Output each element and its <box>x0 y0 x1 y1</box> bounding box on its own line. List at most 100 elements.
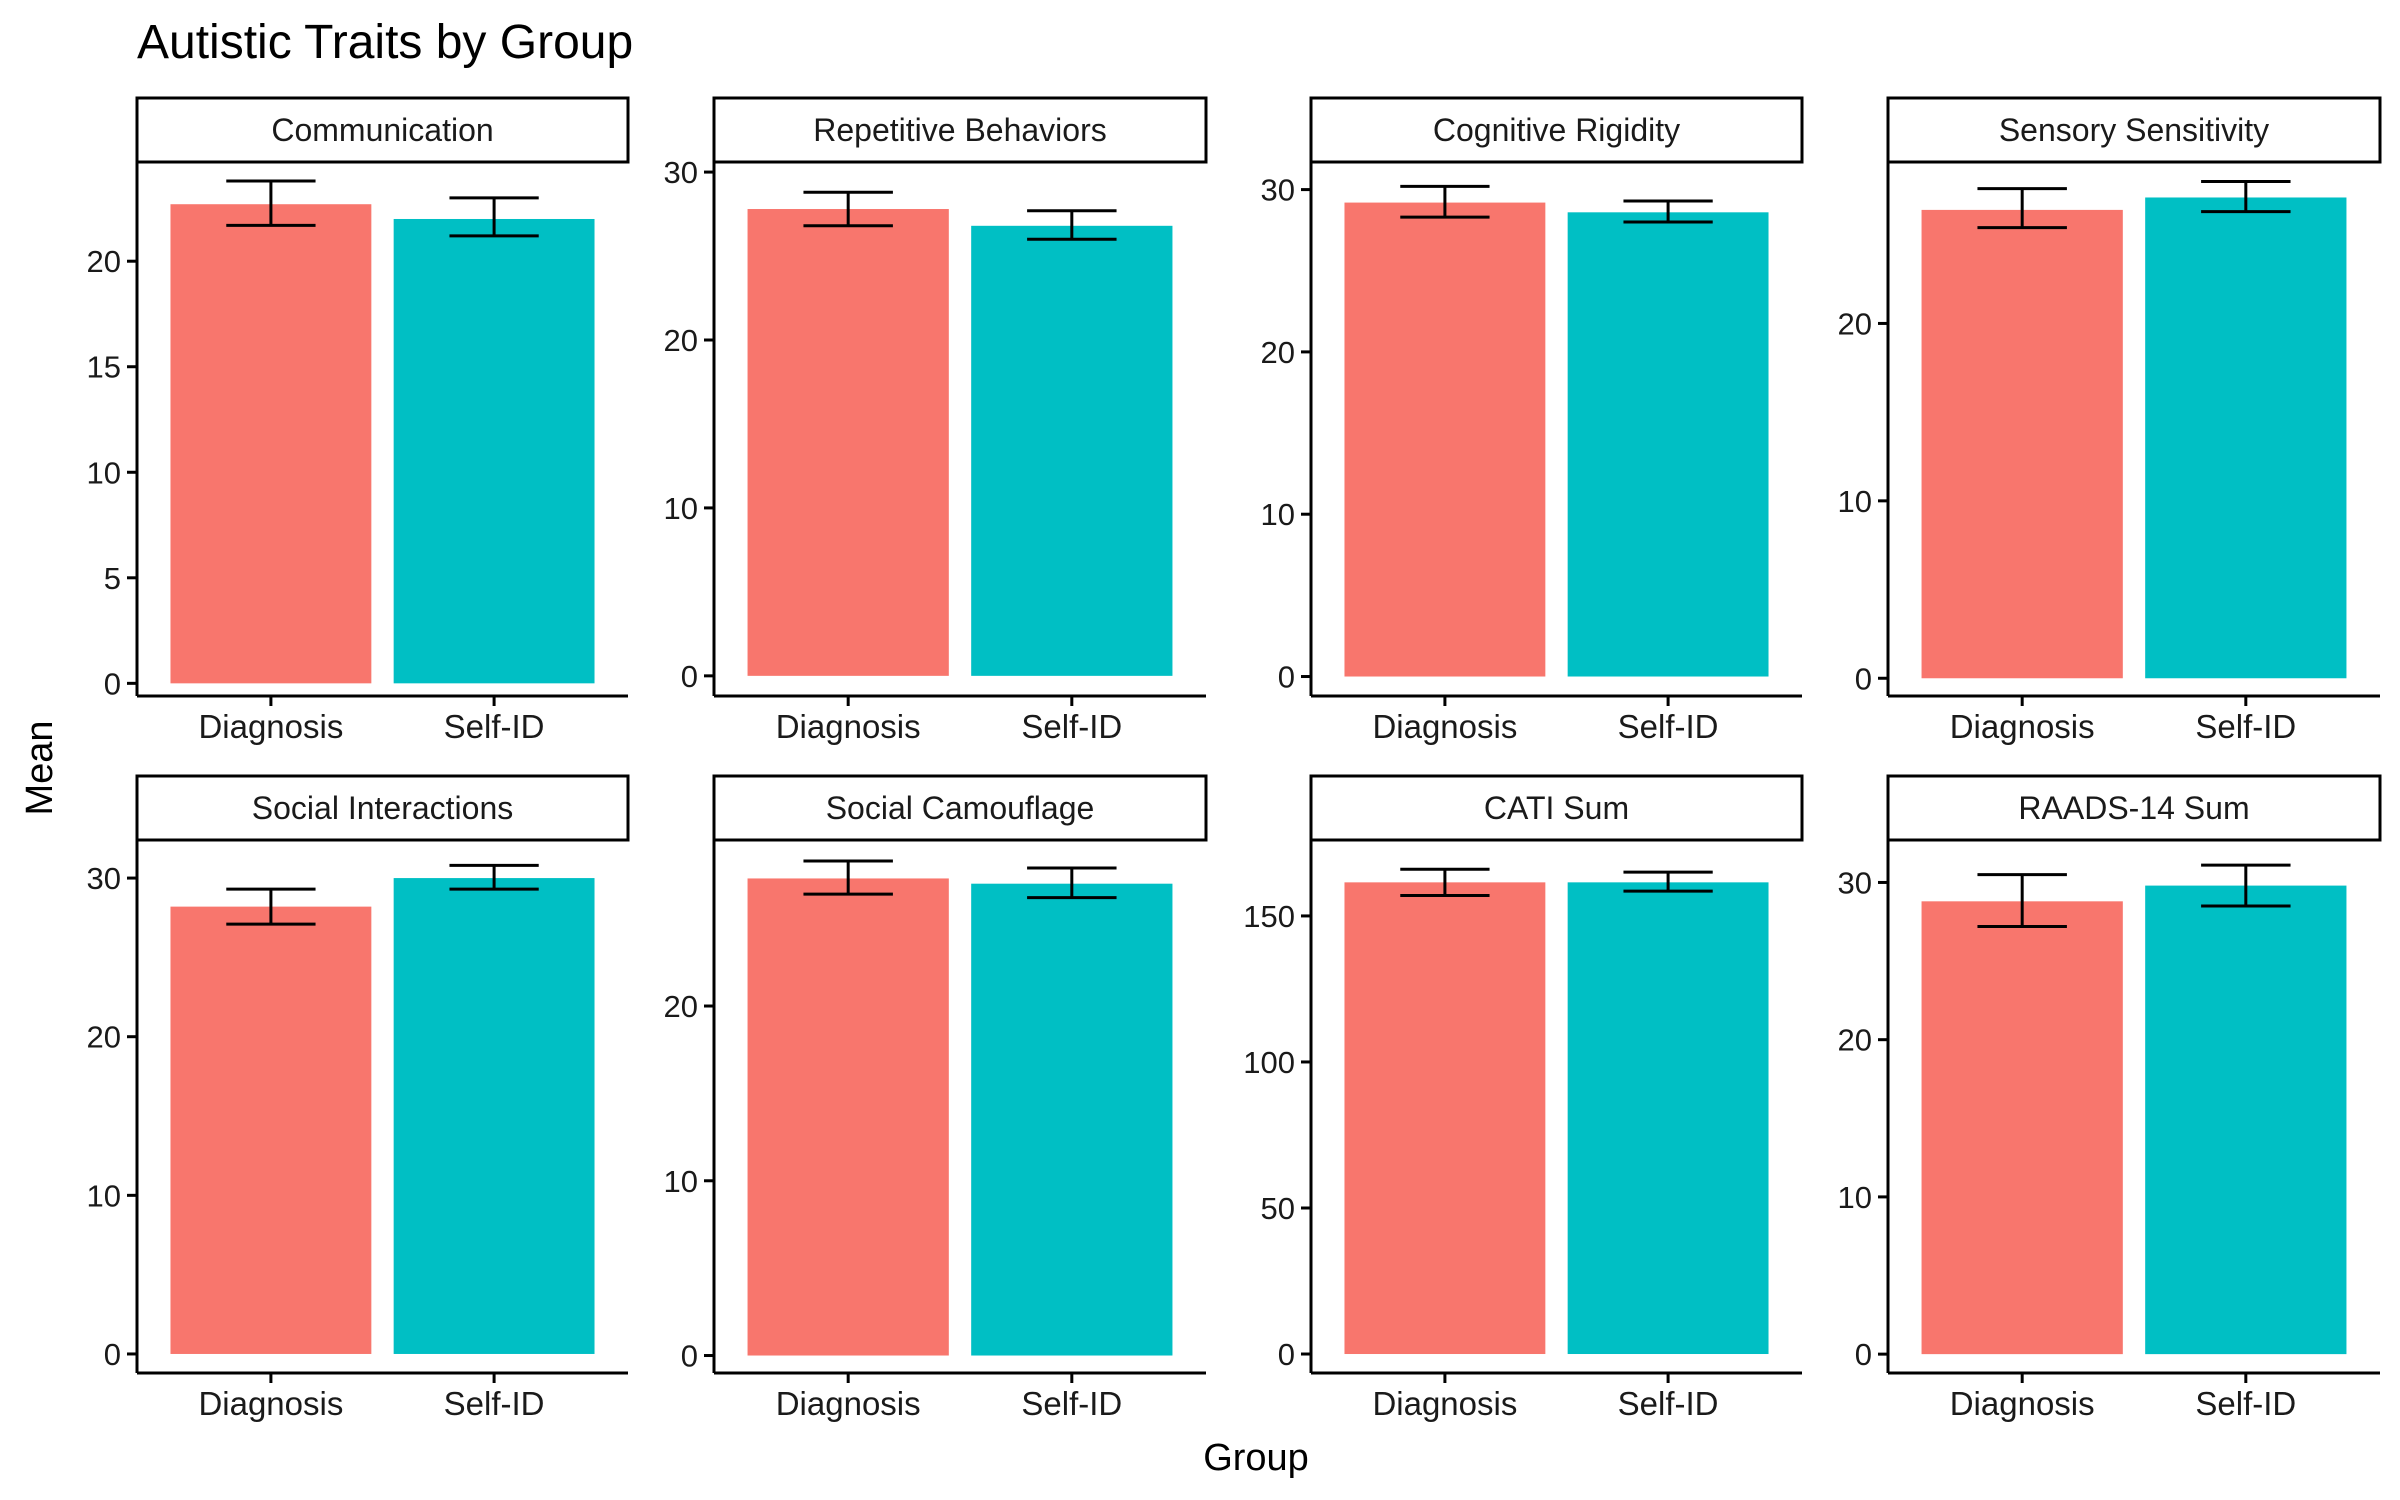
y-tick-label: 20 <box>664 323 698 358</box>
y-tick-label: 10 <box>87 455 121 490</box>
error-bar <box>803 859 893 896</box>
y-tick-label: 0 <box>104 1337 121 1372</box>
x-tick-label: Diagnosis <box>1950 708 2095 745</box>
facet-panel: RAADS-14 Sum 0 10 20 30 Diagnosis Self-ID <box>1838 774 2382 1422</box>
facet-panel: CATI Sum 0 50 100 150 Diagnosis Self-ID <box>1243 774 1804 1422</box>
facet-strip <box>712 774 1208 842</box>
y-tick-label: 10 <box>664 491 698 526</box>
y-tick-label: 10 <box>664 1164 698 1199</box>
facet-strip <box>1886 774 2382 842</box>
facet-title: Cognitive Rigidity <box>1433 112 1680 148</box>
facet-strip <box>135 96 630 164</box>
y-tick-label: 20 <box>87 244 121 279</box>
y-tick-label: 20 <box>1838 1023 1872 1058</box>
y-tick-label: 0 <box>1855 1337 1872 1372</box>
y-tick-label: 30 <box>1261 173 1295 208</box>
facet-panel: Social Interactions 0 10 20 30 Diagnosis Self-… <box>87 774 630 1422</box>
bar-self-id <box>393 878 595 1354</box>
x-tick-label: Diagnosis <box>776 1385 921 1422</box>
y-tick-label: 20 <box>1261 335 1295 370</box>
y-tick-label: 100 <box>1243 1045 1295 1080</box>
x-tick-label: Self-ID <box>444 708 545 745</box>
error-bar <box>1400 867 1490 897</box>
y-tick-label: 0 <box>1278 660 1295 695</box>
y-tick-label: 50 <box>1261 1191 1295 1226</box>
error-bar <box>226 887 316 926</box>
error-bar <box>2201 863 2291 908</box>
y-tick-label: 30 <box>1838 865 1872 900</box>
y-tick-label: 0 <box>1278 1337 1295 1372</box>
x-tick-label: Self-ID <box>1618 1385 1719 1422</box>
facet-strip <box>1886 96 2382 164</box>
facet-title: Sensory Sensitivity <box>1999 112 2269 148</box>
facet-title: Repetitive Behaviors <box>813 112 1106 148</box>
bar-self-id <box>1567 882 1769 1355</box>
y-axis-label: Mean <box>19 720 61 815</box>
error-bar <box>1623 870 1713 893</box>
facet-panel: Sensory Sensitivity 0 10 20 Diagnosis Self-ID <box>1838 96 2382 745</box>
y-tick-label: 30 <box>664 155 698 190</box>
y-tick-label: 0 <box>681 1339 698 1374</box>
x-axis-label: Group <box>1203 1437 1309 1479</box>
bar-diagnosis <box>170 204 372 684</box>
error-bar <box>449 863 539 891</box>
chart-title: Autistic Traits by Group <box>137 16 633 69</box>
bar-diagnosis <box>747 209 949 676</box>
facet-title: Social Interactions <box>252 790 513 826</box>
x-tick-label: Self-ID <box>444 1385 545 1422</box>
x-tick-label: Self-ID <box>2195 708 2296 745</box>
error-bar <box>1027 209 1117 241</box>
error-bar <box>226 179 316 227</box>
bar-self-id <box>2145 885 2347 1355</box>
facet-title: Social Camouflage <box>826 790 1095 826</box>
error-bar <box>1400 184 1490 219</box>
bar-diagnosis <box>1344 202 1546 677</box>
facet-strip <box>712 96 1208 164</box>
bar-diagnosis <box>170 906 372 1354</box>
y-tick-label: 10 <box>87 1178 121 1213</box>
x-tick-label: Self-ID <box>2195 1385 2296 1422</box>
error-bar <box>803 190 893 228</box>
y-tick-label: 0 <box>104 666 121 701</box>
y-tick-label: 10 <box>1838 484 1872 519</box>
error-bar <box>1977 873 2067 928</box>
facet-title: CATI Sum <box>1484 790 1629 826</box>
x-tick-label: Diagnosis <box>198 1385 343 1422</box>
error-bar <box>1623 199 1713 224</box>
bar-diagnosis <box>1344 882 1546 1355</box>
bar-diagnosis <box>747 878 949 1356</box>
x-tick-label: Diagnosis <box>198 708 343 745</box>
y-tick-label: 20 <box>1838 306 1872 341</box>
bar-self-id <box>2145 197 2347 679</box>
facet-panel: Cognitive Rigidity 0 10 20 30 Diagnosis Self-I… <box>1261 96 1804 745</box>
x-tick-label: Diagnosis <box>776 708 921 745</box>
y-tick-label: 20 <box>664 989 698 1024</box>
error-bar <box>1977 187 2067 230</box>
facet-strip <box>135 774 630 842</box>
facet-title: RAADS-14 Sum <box>2018 790 2249 826</box>
facet-strip <box>1309 96 1804 164</box>
bar-self-id <box>971 225 1173 676</box>
facet-title: Communication <box>271 112 493 148</box>
facet-panel: Social Camouflage 0 10 20 Diagnosis Self-ID <box>664 774 1208 1422</box>
y-tick-label: 20 <box>87 1020 121 1055</box>
y-tick-label: 30 <box>87 861 121 896</box>
x-tick-label: Diagnosis <box>1372 1385 1517 1422</box>
y-tick-label: 0 <box>1855 661 1872 696</box>
y-tick-label: 0 <box>681 659 698 694</box>
y-tick-label: 10 <box>1261 497 1295 532</box>
x-tick-label: Self-ID <box>1021 1385 1122 1422</box>
x-tick-label: Self-ID <box>1618 708 1719 745</box>
x-tick-label: Diagnosis <box>1950 1385 2095 1422</box>
bar-self-id <box>393 218 595 684</box>
bar-self-id <box>971 883 1173 1356</box>
error-bar <box>449 196 539 238</box>
facet-panel: Repetitive Behaviors 0 10 20 30 Diagnosis Self… <box>664 96 1208 745</box>
y-tick-label: 15 <box>87 350 121 385</box>
y-tick-label: 5 <box>104 561 121 596</box>
facet-panel: Communication 0 5 10 15 20 Diagnosis Self-ID <box>87 96 630 745</box>
bar-diagnosis <box>1921 901 2123 1355</box>
y-tick-label: 10 <box>1838 1180 1872 1215</box>
facet-strip <box>1309 774 1804 842</box>
